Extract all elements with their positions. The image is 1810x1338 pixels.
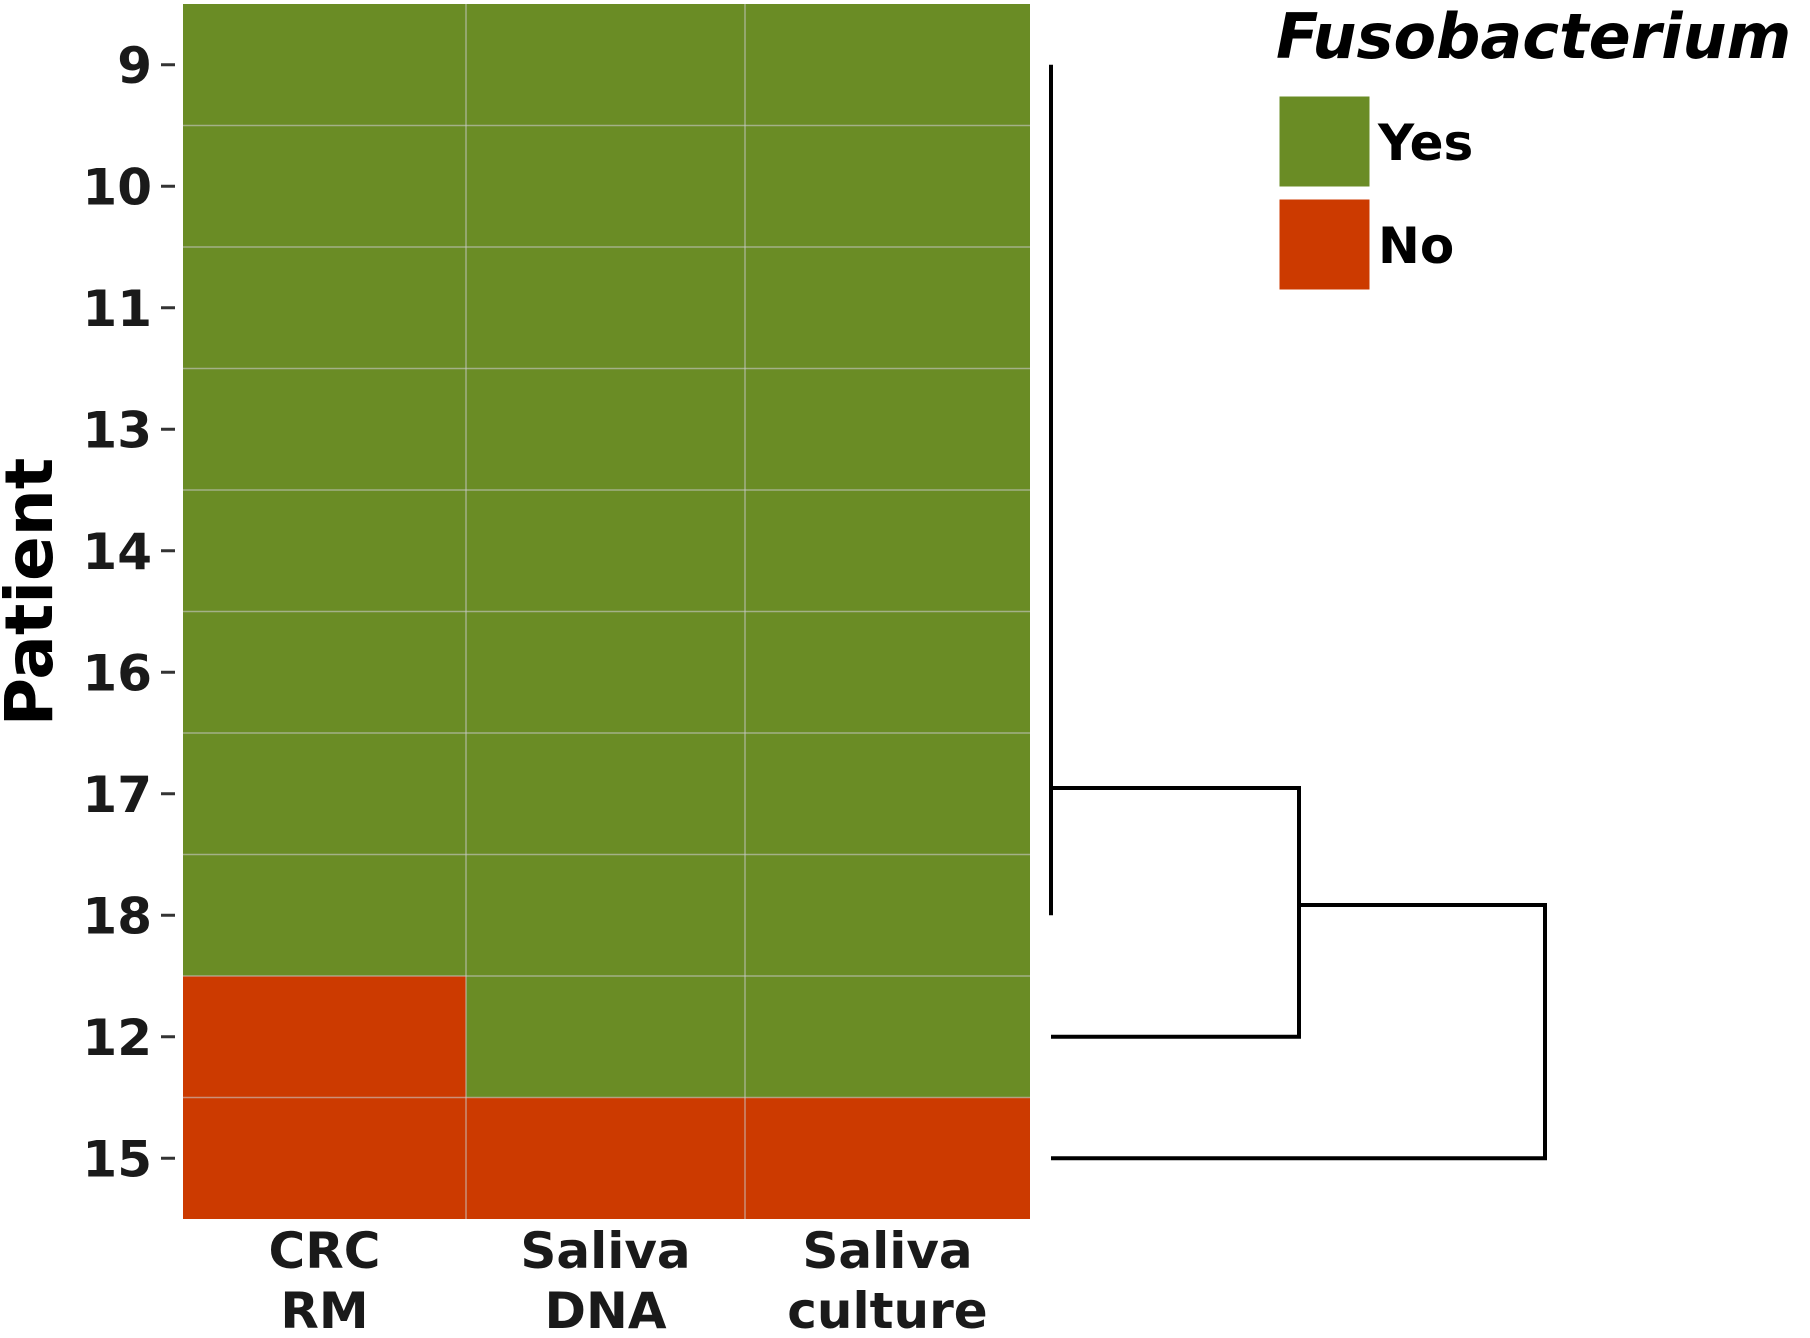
- heatmap-cell-17-1: [183, 733, 466, 855]
- legend-label-yes: Yes: [1377, 114, 1473, 172]
- heatmap-cell-12-3: [745, 976, 1030, 1098]
- y-tick-label: 14: [82, 523, 152, 581]
- dendrogram-branch-12: [1051, 786, 1301, 1039]
- heatmap-cell-9-3: [745, 4, 1030, 126]
- heatmap-cell-14-3: [745, 490, 1030, 612]
- heatmap-cells: [183, 4, 1030, 1219]
- x-axis-label-line: CRC: [269, 1222, 381, 1280]
- heatmap-cell-15-2: [466, 1097, 745, 1219]
- y-tick-label: 10: [82, 158, 152, 216]
- heatmap-cell-16-1: [183, 611, 466, 733]
- y-axis-ticks: 9 10 11 13 14 16 17 18 12 15: [82, 37, 175, 1188]
- y-tick-label: 9: [117, 37, 152, 95]
- legend-title: Fusobacterium: [1276, 0, 1791, 73]
- heatmap-cell-11-3: [745, 247, 1030, 369]
- cell-grid: [183, 4, 1030, 1219]
- heatmap-cell-10-3: [745, 125, 1030, 247]
- heatmap-cell-14-1: [183, 490, 466, 612]
- heatmap-cell-15-1: [183, 1097, 466, 1219]
- y-tick-label: 13: [82, 401, 152, 459]
- x-axis-label-line: DNA: [544, 1282, 666, 1338]
- legend-key-yes: [1276, 93, 1373, 190]
- heatmap-cell-17-2: [466, 733, 745, 855]
- heatmap-cell-14-2: [466, 490, 745, 612]
- heatmap-cell-13-2: [466, 368, 745, 490]
- heatmap-cell-17-3: [745, 733, 1030, 855]
- heatmap-cell-15-3: [745, 1097, 1030, 1219]
- x-axis-label-line: Saliva: [802, 1222, 972, 1280]
- heatmap-cell-18-3: [745, 854, 1030, 976]
- heatmap-cell-18-1: [183, 854, 466, 976]
- heatmap-cell-16-3: [745, 611, 1030, 733]
- y-axis-title: Patient: [0, 458, 68, 727]
- heatmap-cell-12-1: [183, 976, 466, 1098]
- legend-key-no: [1276, 196, 1373, 293]
- y-tick-label: 16: [82, 644, 152, 702]
- heatmap-cell-16-2: [466, 611, 745, 733]
- heatmap-cell-9-2: [466, 4, 745, 126]
- y-tick-label: 12: [82, 1009, 152, 1067]
- x-axis-label-line: Saliva: [520, 1222, 690, 1280]
- y-tick-label: 11: [82, 280, 152, 338]
- heatmap-cell-13-1: [183, 368, 466, 490]
- legend: Fusobacterium Yes No: [1276, 0, 1791, 293]
- heatmap-cell-9-1: [183, 4, 466, 126]
- dendrogram-branch-15: [1051, 903, 1547, 1161]
- heatmap-cell-10-2: [466, 125, 745, 247]
- heatmap-cell-11-2: [466, 247, 745, 369]
- heatmap-cell-11-1: [183, 247, 466, 369]
- heatmap-cell-13-3: [745, 368, 1030, 490]
- y-tick-label: 15: [82, 1130, 152, 1188]
- dendrogram: [1049, 64, 1547, 1161]
- x-axis-label-line: culture: [787, 1282, 987, 1338]
- heatmap-cell-18-2: [466, 854, 745, 976]
- y-tick-label: 18: [82, 887, 152, 945]
- y-tick-label: 17: [82, 766, 152, 824]
- heatmap-cell-10-1: [183, 125, 466, 247]
- x-axis-label-line: RM: [280, 1282, 368, 1338]
- legend-label-no: No: [1378, 217, 1454, 275]
- heatmap-cell-12-2: [466, 976, 745, 1098]
